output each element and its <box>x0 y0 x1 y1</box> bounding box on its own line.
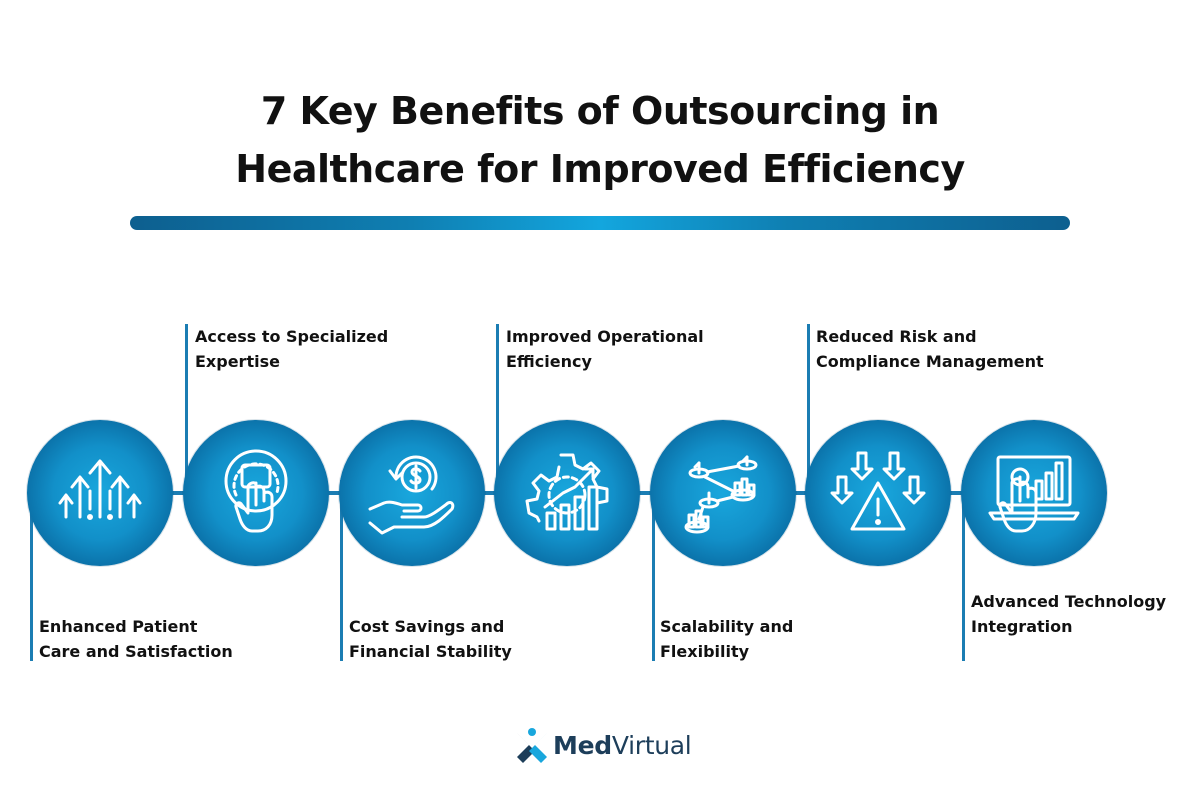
benefit-2-leader-line <box>185 324 188 490</box>
benefit-5-circle <box>650 420 796 566</box>
benefit-7-leader-line <box>962 480 965 661</box>
warning-triangle-arrows-icon <box>830 451 926 531</box>
title-line-1: 7 Key Benefits of Outsourcing in <box>260 89 940 133</box>
benefit-3-leader-line <box>340 480 343 661</box>
medvirtual-logo-icon <box>517 728 547 763</box>
gear-bar-chart-icon <box>525 453 609 531</box>
benefit-4-circle <box>494 420 640 566</box>
laptop-chart-hand-icon <box>988 455 1080 533</box>
benefit-4-leader-line <box>496 324 499 490</box>
page-title: 7 Key Benefits of Outsourcing in Healthc… <box>0 82 1200 198</box>
hand-dollar-coin-icon <box>368 455 455 535</box>
title-line-2: Healthcare for Improved Efficiency <box>235 147 965 191</box>
benefit-7-label: Advanced Technology Integration <box>971 592 1167 636</box>
benefit-4-label: Improved Operational Efficiency <box>506 327 704 371</box>
benefit-1-label: Enhanced Patient Care and Satisfaction <box>39 617 233 661</box>
benefit-2-label: Access to Specialized Expertise <box>195 327 389 371</box>
benefit-3-label: Cost Savings and Financial Stability <box>349 617 512 661</box>
logo-text: MedVirtual <box>553 731 692 760</box>
upward-arrows-exclamation-icon <box>58 459 142 520</box>
title-underline-bar <box>130 216 1070 230</box>
connected-nodes-icon <box>684 455 758 534</box>
hand-touch-button-icon <box>224 449 288 533</box>
benefit-7-circle <box>961 420 1107 566</box>
benefit-6-label: Reduced Risk and Compliance Management <box>816 327 1044 371</box>
benefit-1-leader-line <box>30 480 33 661</box>
benefit-6-leader-line <box>807 324 810 490</box>
benefit-6-circle <box>805 420 951 566</box>
benefit-5-label: Scalability and Flexibility <box>660 617 794 661</box>
benefit-5-leader-line <box>652 480 655 661</box>
benefit-1-circle <box>27 420 173 566</box>
benefit-2-circle <box>183 420 329 566</box>
benefit-3-circle <box>339 420 485 566</box>
